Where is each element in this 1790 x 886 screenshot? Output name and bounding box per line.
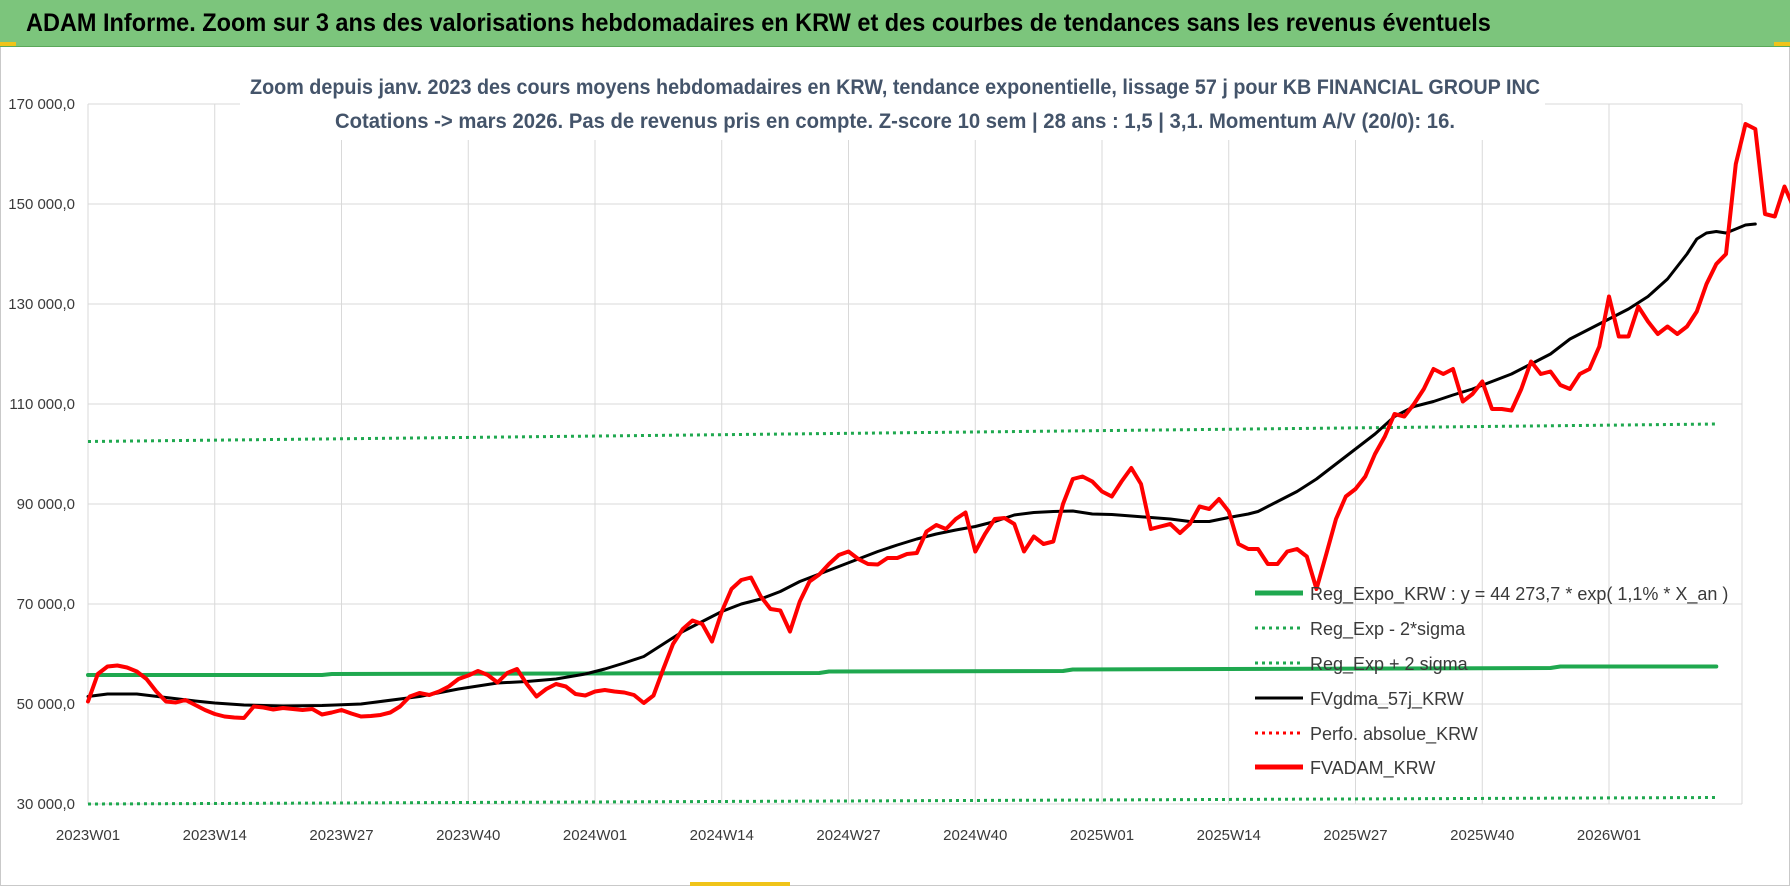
y-tick-label: 150 000,0	[8, 196, 75, 213]
chart-title-line1: Zoom depuis janv. 2023 des cours moyens …	[250, 76, 1540, 99]
reg-exp-plus-2sigma-line	[87, 422, 1717, 443]
fvgdma-57j-line	[86, 222, 1757, 708]
chart-title-line2: Cotations -> mars 2026. Pas de revenus p…	[335, 110, 1455, 133]
x-tick-label: 2025W27	[1323, 827, 1387, 844]
x-tick-label: 2026W01	[1577, 827, 1641, 844]
x-tick-label: 2023W14	[183, 827, 247, 844]
legend-label: Reg_Expo_KRW : y = 44 273,7 * exp( 1,1% …	[1310, 584, 1728, 605]
x-tick-label: 2024W40	[943, 827, 1007, 844]
y-tick-label: 70 000,0	[17, 596, 75, 613]
y-tick-label: 50 000,0	[17, 696, 75, 713]
fvadam-line	[86, 122, 1790, 720]
banner-title: ADAM Informe. Zoom sur 3 ans des valoris…	[26, 9, 1491, 37]
legend: Reg_Expo_KRW : y = 44 273,7 * exp( 1,1% …	[1255, 584, 1728, 779]
subtitle-backdrop	[240, 66, 1545, 140]
reg-expo-line	[86, 664, 1719, 677]
grid-lines	[87, 103, 1743, 805]
bottom-accent	[690, 882, 790, 886]
reg-exp-minus-2sigma-line	[87, 796, 1717, 806]
x-tick-label: 2023W27	[309, 827, 373, 844]
x-tick-label: 2024W01	[563, 827, 627, 844]
x-tick-label: 2023W01	[56, 827, 120, 844]
legend-label: FVgdma_57j_KRW	[1310, 689, 1464, 710]
y-axis-ticks: 30 000,0 50 000,0 70 000,0 90 000,0 110 000,…	[8, 96, 75, 813]
header-banner: ADAM Informe. Zoom sur 3 ans des valoris…	[0, 0, 1790, 47]
legend-label: FVADAM_KRW	[1310, 758, 1435, 779]
legend-label: Reg_Exp + 2 sigma	[1310, 654, 1469, 675]
x-tick-label: 2025W40	[1450, 827, 1514, 844]
x-tick-label: 2024W27	[816, 827, 880, 844]
x-tick-label: 2023W40	[436, 827, 500, 844]
x-tick-label: 2025W14	[1197, 827, 1261, 844]
y-tick-label: 90 000,0	[17, 496, 75, 513]
x-axis-ticks: 2023W01 2023W14 2023W27 2023W40 2024W01 2024W…	[56, 827, 1641, 844]
y-tick-label: 110 000,0	[9, 396, 75, 413]
y-tick-label: 130 000,0	[8, 296, 75, 313]
legend-label: Reg_Exp - 2*sigma	[1310, 619, 1466, 640]
x-tick-label: 2024W14	[690, 827, 754, 844]
y-tick-label: 30 000,0	[17, 796, 75, 813]
y-tick-label: 170 000,0	[8, 96, 75, 113]
banner-accent-left	[0, 42, 16, 46]
x-tick-label: 2025W01	[1070, 827, 1134, 844]
legend-label: Perfo. absolue_KRW	[1310, 724, 1478, 745]
banner-accent-right	[1774, 42, 1790, 46]
series-group	[86, 122, 1790, 806]
